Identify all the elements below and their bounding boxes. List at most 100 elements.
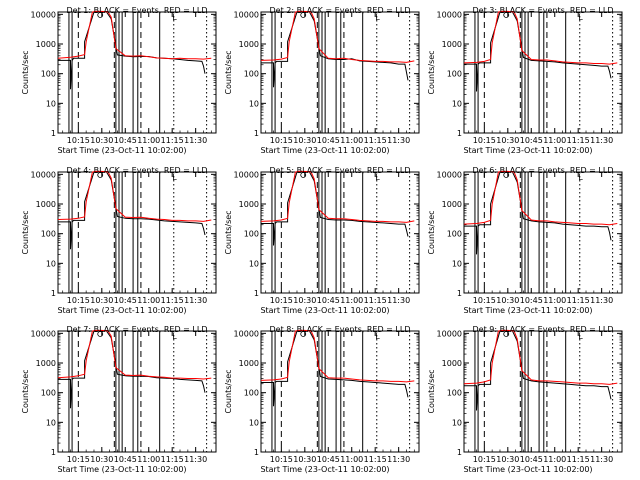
y-tick-label: 10000: [234, 170, 259, 179]
x-tick-label: 11:15: [364, 296, 387, 305]
plot-frame: [57, 171, 217, 294]
y-tick-label: 10: [452, 418, 462, 427]
panel-title: Det 6: BLACK = Events, RED = LLD: [473, 166, 614, 175]
corner-glyph: L: [578, 13, 583, 22]
x-tick-label: 10:45: [317, 455, 340, 464]
y-axis-label: Counts/sec: [224, 210, 233, 254]
y-tick-label: 10000: [31, 170, 56, 179]
lld-series-line: [260, 170, 415, 223]
corner-glyph: L: [375, 173, 380, 182]
lld-series-line: [463, 329, 618, 385]
corner-glyph: L: [172, 332, 177, 341]
y-tick-label: 10: [249, 259, 259, 268]
x-tick-label: 11:30: [387, 136, 410, 145]
x-tick-label: 11:30: [590, 455, 613, 464]
x-tick-label: 11:15: [364, 136, 387, 145]
y-axis-label: Counts/sec: [224, 50, 233, 94]
x-tick-label: 11:15: [364, 455, 387, 464]
x-tick-label: 10:15: [67, 455, 90, 464]
y-axis-label: Counts/sec: [21, 50, 30, 94]
x-tick-label: 11:00: [340, 455, 363, 464]
y-tick-label: 100: [41, 389, 56, 398]
peak-marker-circle: [300, 331, 307, 337]
panel-det-7: 1 10 100 1000 10000 10:15 10:30 10:45 11:00 11:15…: [21, 325, 217, 474]
corner-glyph: L: [578, 173, 583, 182]
y-tick-label: 1000: [36, 200, 56, 209]
panel-det-6: 1 10 100 1000 10000 10:15 10:30 10:45 11:00 11:15…: [427, 166, 623, 315]
lld-series-line: [260, 10, 415, 63]
y-tick-label: 1: [254, 129, 259, 138]
x-tick-label: 11:30: [184, 455, 207, 464]
events-series-line: [58, 330, 206, 409]
panel-title: Det 5: BLACK = Events, RED = LLD: [270, 166, 411, 175]
y-tick-label: 100: [41, 70, 56, 79]
y-tick-label: 100: [244, 70, 259, 79]
panel-title: Det 1: BLACK = Events, RED = LLD: [67, 6, 208, 15]
y-tick-label: 1000: [239, 40, 259, 49]
x-tick-label: 10:45: [114, 455, 137, 464]
y-axis-label: Counts/sec: [427, 369, 436, 413]
x-tick-label: 10:30: [293, 136, 316, 145]
x-tick-label: 10:30: [496, 455, 519, 464]
x-axis-label: Start Time (23-Oct-11 10:02:00): [260, 306, 389, 315]
x-axis-label: Start Time (23-Oct-11 10:02:00): [260, 465, 389, 474]
x-tick-label: 10:15: [67, 136, 90, 145]
y-tick-label: 1: [457, 448, 462, 457]
x-tick-label: 10:30: [496, 296, 519, 305]
x-tick-label: 10:45: [520, 455, 543, 464]
peak-marker-circle: [300, 12, 307, 18]
y-tick-label: 100: [244, 230, 259, 239]
y-tick-label: 10000: [437, 10, 462, 19]
y-tick-label: 1000: [36, 359, 56, 368]
x-tick-label: 10:15: [270, 136, 293, 145]
y-tick-label: 100: [447, 389, 462, 398]
x-tick-label: 11:00: [137, 296, 160, 305]
x-tick-label: 11:00: [543, 296, 566, 305]
y-axis-label: Counts/sec: [427, 210, 436, 254]
events-series-line: [464, 171, 612, 255]
y-tick-label: 10: [46, 418, 56, 427]
x-tick-label: 10:30: [90, 296, 113, 305]
x-tick-label: 10:30: [293, 296, 316, 305]
y-tick-label: 1000: [239, 200, 259, 209]
x-axis-label: Start Time (23-Oct-11 10:02:00): [260, 146, 389, 155]
x-tick-label: 11:30: [590, 136, 613, 145]
y-tick-label: 10000: [31, 10, 56, 19]
y-tick-label: 10000: [234, 329, 259, 338]
x-tick-label: 10:45: [114, 136, 137, 145]
peak-marker-circle: [300, 172, 307, 178]
y-tick-label: 10: [452, 99, 462, 108]
y-tick-label: 100: [244, 389, 259, 398]
y-axis-label: Counts/sec: [21, 210, 30, 254]
y-tick-label: 10000: [437, 170, 462, 179]
panel-title: Det 7: BLACK = Events, RED = LLD: [67, 325, 208, 334]
x-tick-label: 11:30: [184, 136, 207, 145]
y-tick-label: 10: [46, 99, 56, 108]
x-axis-label: Start Time (23-Oct-11 10:02:00): [463, 465, 592, 474]
x-tick-label: 11:30: [387, 455, 410, 464]
lld-series-line: [463, 10, 618, 65]
lld-series-line: [463, 170, 618, 226]
x-tick-label: 11:15: [161, 136, 184, 145]
plot-frame: [260, 330, 420, 453]
peak-marker-circle: [97, 172, 104, 178]
y-tick-label: 1: [51, 448, 56, 457]
x-tick-label: 10:30: [90, 136, 113, 145]
peak-marker-circle: [503, 331, 510, 337]
y-tick-label: 10: [46, 259, 56, 268]
x-tick-label: 11:15: [567, 136, 590, 145]
x-tick-label: 10:45: [317, 136, 340, 145]
y-tick-label: 1000: [442, 40, 462, 49]
events-series-line: [58, 11, 206, 90]
plot-frame: [463, 11, 623, 134]
x-tick-label: 10:15: [270, 296, 293, 305]
x-axis-label: Start Time (23-Oct-11 10:02:00): [57, 146, 186, 155]
panel-det-4: 1 10 100 1000 10000 10:15 10:30 10:45 11:00 11:15…: [21, 166, 217, 315]
y-tick-label: 100: [447, 230, 462, 239]
x-tick-label: 10:30: [90, 455, 113, 464]
x-tick-label: 11:15: [567, 296, 590, 305]
lld-series-line: [57, 10, 212, 60]
peak-marker-circle: [503, 12, 510, 18]
